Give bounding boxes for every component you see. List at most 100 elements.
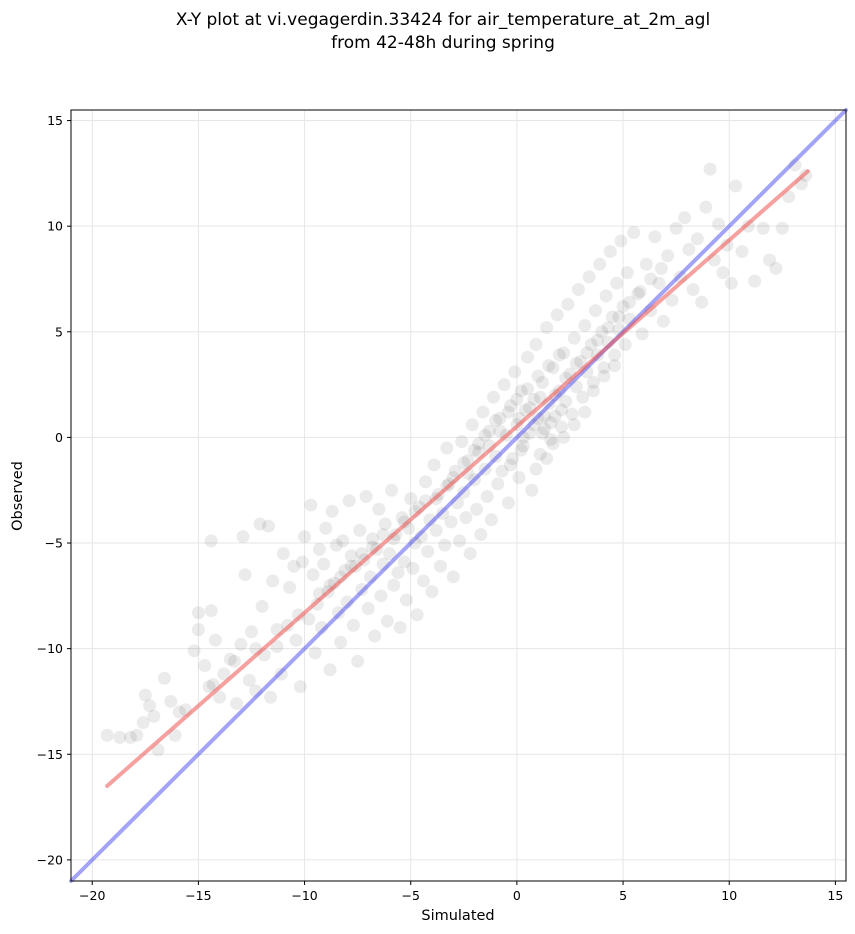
scatter-point-217 <box>699 200 713 214</box>
scatter-point-11 <box>168 728 182 742</box>
scatter-point-101 <box>414 530 428 544</box>
y-tick-label-1: −15 <box>37 747 63 762</box>
scatter-point-270 <box>580 346 594 360</box>
scatter-point-107 <box>427 458 441 472</box>
scatter-point-88 <box>387 578 401 592</box>
scatter-point-155 <box>529 337 543 351</box>
scatter-point-210 <box>669 221 683 235</box>
scatter-point-193 <box>610 276 624 290</box>
scatter-point-0 <box>100 728 114 742</box>
scatter-point-6 <box>143 699 157 713</box>
scatter-point-233 <box>788 158 802 172</box>
scatter-point-280 <box>531 369 545 383</box>
scatter-point-156 <box>531 411 545 425</box>
scatter-point-160 <box>540 321 554 335</box>
scatter-point-162 <box>544 433 558 447</box>
scatter-point-54 <box>315 621 329 635</box>
scatter-point-284 <box>478 428 492 442</box>
scatter-point-24 <box>223 652 237 666</box>
scatter-point-7 <box>147 709 161 723</box>
scatter-point-153 <box>525 483 539 497</box>
y-tick-label-6: 10 <box>47 219 63 234</box>
scatter-point-55 <box>317 557 331 571</box>
scatter-point-130 <box>476 405 490 419</box>
x-tick-label-2: −10 <box>291 888 317 903</box>
scatter-point-256 <box>355 547 369 561</box>
x-tick-label-1: −15 <box>185 888 211 903</box>
x-axis-ticks: −20 −15 −10 −5 0 5 10 15 <box>79 881 843 903</box>
x-tick-label-6: 10 <box>721 888 737 903</box>
scatter-point-49 <box>304 498 318 512</box>
scatter-point-183 <box>588 304 602 318</box>
scatter-point-42 <box>283 580 297 594</box>
scatter-point-96 <box>404 492 418 506</box>
scatter-point-145 <box>508 365 522 379</box>
scatter-point-72 <box>353 523 367 537</box>
scatter-point-165 <box>550 308 564 322</box>
scatter-point-274 <box>622 295 636 309</box>
scatter-point-84 <box>378 517 392 531</box>
scatter-point-188 <box>599 289 613 303</box>
scatter-point-152 <box>523 426 537 440</box>
scatter-point-283 <box>489 414 503 428</box>
scatter-point-83 <box>376 557 390 571</box>
x-tick-label-4: 0 <box>513 888 521 903</box>
scatter-point-182 <box>586 375 600 389</box>
y-axis-ticks: −20 −15 −10 −5 0 5 10 15 <box>37 113 71 867</box>
scatter-point-150 <box>518 403 532 417</box>
scatter-point-33 <box>255 599 269 613</box>
scatter-point-47 <box>298 530 312 544</box>
scatter-point-76 <box>361 602 375 616</box>
scatter-point-191 <box>605 310 619 324</box>
scatter-point-45 <box>293 680 307 694</box>
chart-subtitle: from 42-48h during spring <box>331 33 555 53</box>
scatter-point-262 <box>227 654 241 668</box>
scatter-point-127 <box>470 502 484 516</box>
trend-lines <box>69 108 848 883</box>
scatter-point-195 <box>614 234 628 248</box>
chart-title: X-Y plot at vi.vegagerdin.33424 for air_… <box>176 10 710 30</box>
scatter-point-105 <box>423 513 437 527</box>
scatter-point-75 <box>359 490 373 504</box>
scatter-point-98 <box>408 536 422 550</box>
y-tick-label-0: −20 <box>37 852 63 867</box>
plot-frame <box>70 109 847 882</box>
scatter-point-117 <box>448 464 462 478</box>
scatter-point-282 <box>552 348 566 362</box>
scatter-point-64 <box>336 534 350 548</box>
scatter-point-273 <box>612 310 626 324</box>
scatter-point-244 <box>516 430 530 444</box>
scatter-point-20 <box>204 534 218 548</box>
scatter-point-63 <box>334 635 348 649</box>
scatter-point-241 <box>554 403 568 417</box>
scatter-point-288 <box>535 426 549 440</box>
scatter-point-174 <box>569 380 583 394</box>
scatter-point-298 <box>597 369 611 383</box>
scatter-point-228 <box>756 221 770 235</box>
scatter-point-21 <box>208 633 222 647</box>
scatter-point-23 <box>217 667 231 681</box>
scatter-point-81 <box>372 502 386 516</box>
regression-line <box>105 169 810 788</box>
scatter-point-231 <box>775 221 789 235</box>
scatter-point-207 <box>656 314 670 328</box>
scatter-point-118 <box>450 496 464 510</box>
scatter-point-173 <box>567 331 581 345</box>
scatter-point-119 <box>453 534 467 548</box>
scatter-point-56 <box>319 521 333 535</box>
scatter-point-138 <box>493 411 507 425</box>
scatter-point-28 <box>238 568 252 582</box>
scatter-point-227 <box>748 274 762 288</box>
scatter-point-218 <box>703 162 717 176</box>
scatter-point-3 <box>130 728 144 742</box>
scatter-point-122 <box>459 511 473 525</box>
scatter-point-295 <box>529 462 543 476</box>
scatter-point-278 <box>510 392 524 406</box>
scatter-point-40 <box>276 547 290 561</box>
scatter-point-25 <box>230 697 244 711</box>
scatter-point-272 <box>601 321 615 335</box>
scatter-point-58 <box>323 663 337 677</box>
y-tick-label-2: −10 <box>37 641 63 656</box>
scatter-point-294 <box>504 458 518 472</box>
scatter-point-172 <box>565 407 579 421</box>
